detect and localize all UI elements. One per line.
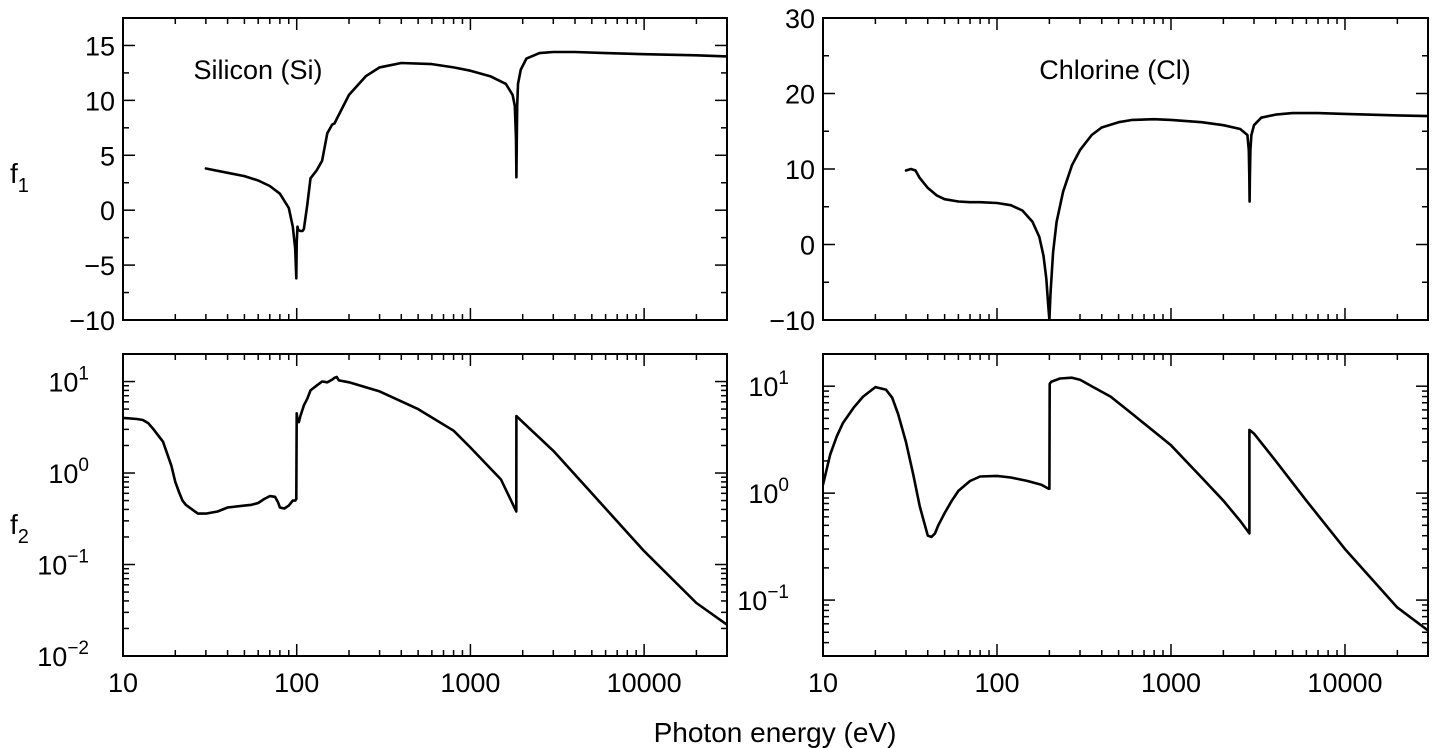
x-tick-label: 10 (808, 668, 838, 698)
plot-frame (822, 353, 1429, 657)
panel-title: Silicon (Si) (193, 55, 322, 85)
plot-frame (122, 353, 728, 657)
y-tick-label: 0 (100, 196, 115, 226)
y-tick-label: 15 (85, 31, 115, 61)
y-tick-label: −10 (769, 306, 815, 336)
series-line (123, 375, 727, 627)
panel-bottom-right: 10 100 1000 10000 10−1 100 101 (737, 353, 1429, 698)
x-tick-label: 1000 (1141, 668, 1201, 698)
x-tick-label: 1000 (440, 668, 500, 698)
y-tick-label: 5 (100, 141, 115, 171)
series-line (823, 376, 1428, 632)
x-tick-label: 10000 (607, 668, 682, 698)
plot-frame (122, 17, 728, 321)
y-tick-label: −10 (69, 306, 115, 336)
y-tick-label: 101 (748, 368, 789, 402)
y-tick-label: 10−1 (737, 582, 789, 616)
panel-bottom-left: 10 100 1000 10000 10−2 10−1 100 101 (37, 353, 728, 698)
y-tick-label: 20 (785, 80, 815, 110)
x-tick-label: 100 (274, 668, 319, 698)
y-tick-label: 101 (48, 364, 89, 398)
series-line (904, 111, 1428, 320)
x-tick-label: 10000 (1307, 668, 1382, 698)
panel-top-left: −10 −5 0 5 10 15 Silicon (Si) (69, 17, 728, 336)
y-tick-label: 100 (748, 475, 789, 509)
y-tick-label: 10 (85, 86, 115, 116)
y-tick-label: 10 (785, 155, 815, 185)
panel-top-right: −10 0 10 20 30 Chlorine (Cl) (769, 4, 1429, 336)
row-label-f2: f2 (10, 509, 29, 548)
x-tick-label: 100 (974, 668, 1019, 698)
y-tick-label: 0 (800, 231, 815, 261)
x-axis-label: Photon energy (eV) (654, 717, 897, 748)
series-line (204, 50, 727, 280)
y-tick-label: 100 (48, 455, 89, 489)
row-label-f1: f1 (10, 158, 29, 197)
panel-title: Chlorine (Cl) (1039, 55, 1191, 85)
x-tick-label: 10 (108, 668, 138, 698)
y-tick-label: −5 (84, 251, 115, 281)
y-tick-label: 10−1 (37, 547, 89, 581)
y-tick-label: 10−2 (37, 638, 89, 672)
y-tick-label: 30 (785, 4, 815, 34)
